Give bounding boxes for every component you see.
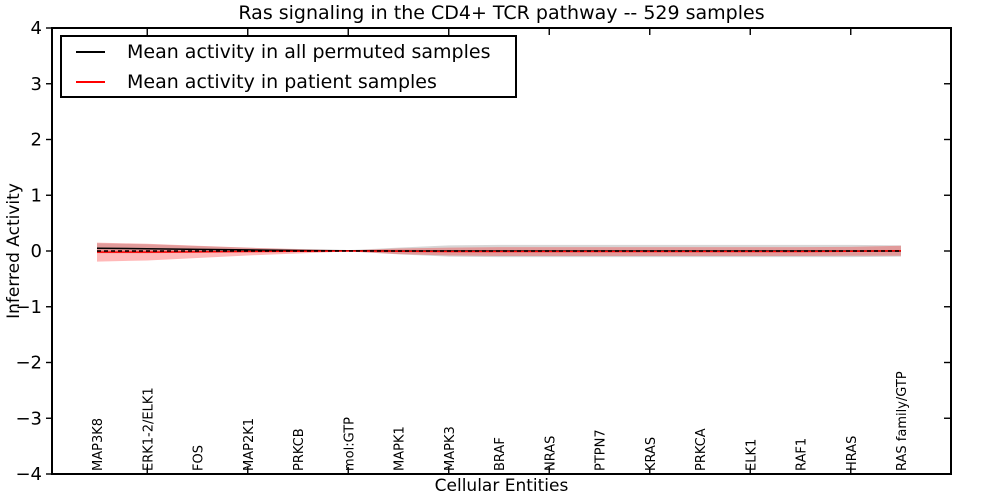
x-category-label: ELK1 [744,439,759,471]
x-category-label: NRAS [543,436,558,471]
y-tick-label: −2 [15,353,42,374]
x-category-label: MAPK1 [393,426,408,471]
legend-label-permuted: Mean activity in all permuted samples [127,40,491,63]
x-category-label: MAPK3 [443,426,458,471]
y-tick-label: −1 [15,297,42,318]
x-category-label: RAF1 [795,438,810,471]
legend: Mean activity in all permuted samples Me… [60,35,517,98]
legend-label-patient: Mean activity in patient samples [127,70,437,93]
y-tick-label: 0 [31,241,42,262]
y-tick-label: 2 [31,130,42,151]
x-axis-label: Cellular Entities [434,476,569,496]
x-category-label: ERK1-2/ELK1 [141,387,156,471]
x-category-label: KRAS [644,437,659,471]
x-category-label: HRAS [845,436,860,471]
x-category-label: BRAF [493,437,508,471]
x-category-label: PRKCB [292,428,307,471]
y-tick-label: 3 [31,74,42,95]
patient-line-swatch [76,80,105,83]
x-category-label: RAS family/GTP [895,371,910,471]
legend-item-permuted: Mean activity in all permuted samples [62,40,515,64]
legend-item-patient: Mean activity in patient samples [62,70,515,94]
chart-title: Ras signaling in the CD4+ TCR pathway --… [238,2,765,24]
y-tick-label: 1 [31,185,42,206]
x-category-label: PTPN7 [594,429,609,471]
y-tick-label: −3 [15,408,42,429]
y-tick-label: −4 [15,464,42,485]
x-category-label: FOS [192,445,207,471]
x-category-label: PRKCA [694,428,709,471]
x-category-label: MAP2K1 [242,418,257,471]
y-tick-label: 4 [31,18,42,39]
permuted-line-swatch [76,50,105,53]
x-category-label: MAP3K8 [91,418,106,471]
x-category-label: mol:GTP [342,417,357,471]
permuted-std-band [97,243,901,258]
